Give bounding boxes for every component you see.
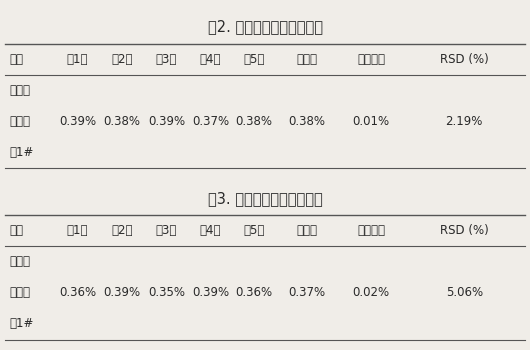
Text: 样品: 样品: [10, 52, 23, 66]
Text: 第1次: 第1次: [67, 52, 89, 66]
Text: 0.38%: 0.38%: [288, 115, 325, 128]
Text: 第4次: 第4次: [200, 52, 221, 66]
Text: 烟草制: 烟草制: [10, 286, 31, 299]
Text: 第4次: 第4次: [200, 224, 221, 237]
Text: 表2. 实验方法的日内精密度: 表2. 实验方法的日内精密度: [208, 20, 322, 35]
Text: 0.37%: 0.37%: [192, 115, 229, 128]
Text: 2.19%: 2.19%: [446, 115, 483, 128]
Text: 无烟气: 无烟气: [10, 84, 31, 97]
Text: 平均值: 平均值: [296, 52, 317, 66]
Text: 无烟气: 无烟气: [10, 255, 31, 268]
Text: 第1次: 第1次: [67, 224, 89, 237]
Text: 0.39%: 0.39%: [59, 115, 96, 128]
Text: 第2次: 第2次: [111, 52, 132, 66]
Text: 第3次: 第3次: [156, 224, 177, 237]
Text: 表3. 实验方法的日间精密度: 表3. 实验方法的日间精密度: [208, 191, 322, 206]
Text: 0.01%: 0.01%: [352, 115, 390, 128]
Text: RSD (%): RSD (%): [440, 52, 489, 66]
Text: 品1#: 品1#: [10, 146, 34, 159]
Text: 0.36%: 0.36%: [235, 286, 272, 299]
Text: 烟草制: 烟草制: [10, 115, 31, 128]
Text: 第3次: 第3次: [156, 52, 177, 66]
Text: 标准偏差: 标准偏差: [357, 52, 385, 66]
Text: 标准偏差: 标准偏差: [357, 224, 385, 237]
Text: 第2次: 第2次: [111, 224, 132, 237]
Text: 0.39%: 0.39%: [148, 115, 185, 128]
Text: 平均值: 平均值: [296, 224, 317, 237]
Text: 样品: 样品: [10, 224, 23, 237]
Text: 0.36%: 0.36%: [59, 286, 96, 299]
Text: 品1#: 品1#: [10, 317, 34, 330]
Text: 0.35%: 0.35%: [148, 286, 185, 299]
Text: 0.38%: 0.38%: [103, 115, 140, 128]
Text: 0.39%: 0.39%: [192, 286, 229, 299]
Text: 0.37%: 0.37%: [288, 286, 325, 299]
Text: 第5次: 第5次: [243, 224, 264, 237]
Text: 5.06%: 5.06%: [446, 286, 483, 299]
Text: 0.38%: 0.38%: [235, 115, 272, 128]
Text: 第5次: 第5次: [243, 52, 264, 66]
Text: RSD (%): RSD (%): [440, 224, 489, 237]
Text: 0.39%: 0.39%: [103, 286, 140, 299]
Text: 0.02%: 0.02%: [352, 286, 390, 299]
